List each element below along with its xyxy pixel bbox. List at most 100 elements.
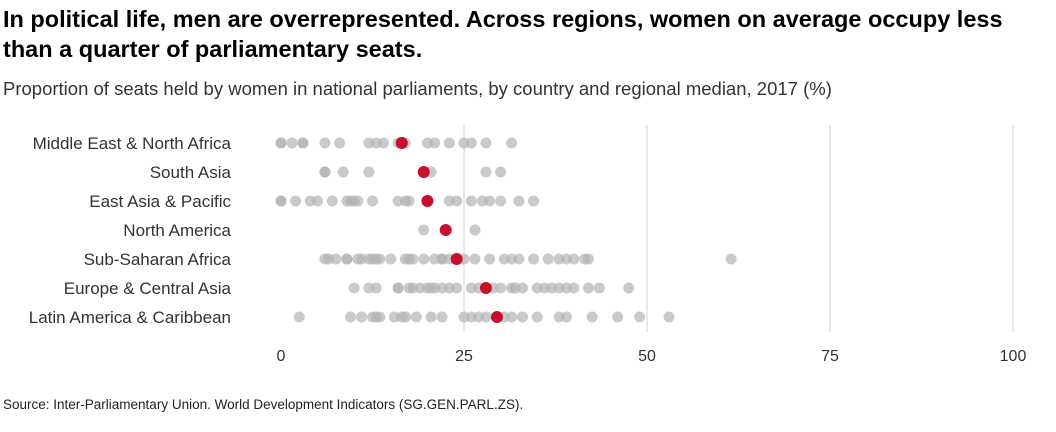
country-dot (469, 253, 481, 265)
country-dot (451, 282, 463, 294)
country-dot (528, 195, 540, 207)
country-dot (370, 282, 382, 294)
category-labels: Middle East & North Africa South Asia East… (29, 134, 232, 327)
x-tick-label: 50 (638, 348, 656, 365)
country-dot (517, 311, 529, 323)
country-dot (513, 195, 525, 207)
country-dot (568, 253, 580, 265)
country-dot (484, 253, 496, 265)
median-dot (417, 166, 430, 178)
country-dot (623, 282, 635, 294)
median-dots (395, 137, 503, 323)
country-dot (465, 137, 477, 149)
country-dot (374, 253, 386, 265)
category-label: North America (123, 221, 231, 240)
country-dot (663, 311, 675, 323)
country-dot (418, 224, 430, 236)
category-label: East Asia & Pacific (89, 192, 231, 211)
country-dot (334, 137, 346, 149)
median-dot (490, 311, 503, 323)
country-dot (542, 253, 554, 265)
country-dot (326, 195, 338, 207)
country-dot (480, 166, 492, 178)
country-dot (341, 253, 353, 265)
chart-subtitle: Proportion of seats held by women in nat… (3, 78, 832, 99)
country-dot (425, 311, 437, 323)
chart-title: In political life, men are overrepresent… (3, 6, 1003, 62)
country-dot (568, 282, 580, 294)
country-dot (586, 311, 598, 323)
country-dot (443, 137, 455, 149)
country-dot (560, 311, 572, 323)
country-dot (363, 166, 375, 178)
category-label: Latin America & Caribbean (29, 308, 231, 327)
country-dot (407, 253, 419, 265)
country-dot (356, 311, 368, 323)
country-dot (275, 137, 287, 149)
median-dot (450, 253, 463, 265)
country-dot (429, 137, 441, 149)
country-dot (495, 282, 507, 294)
country-dot (348, 282, 360, 294)
country-dots (275, 137, 737, 323)
country-dot (495, 195, 507, 207)
country-dot (495, 166, 507, 178)
country-dot (582, 253, 594, 265)
median-dot (479, 282, 492, 294)
country-dot (392, 282, 404, 294)
country-dot (312, 195, 324, 207)
country-dot (725, 253, 737, 265)
median-dot (421, 195, 434, 207)
category-label: Middle East & North Africa (33, 134, 232, 153)
country-dot (374, 311, 386, 323)
country-dot (506, 311, 518, 323)
country-dot (367, 195, 378, 207)
country-dot (517, 282, 529, 294)
country-dot (528, 253, 540, 265)
country-dot (513, 253, 525, 265)
country-dot (345, 311, 357, 323)
category-label: Europe & Central Asia (64, 279, 232, 298)
median-dot (439, 224, 452, 236)
country-dot (290, 195, 302, 207)
country-dot (436, 311, 448, 323)
country-dot (330, 253, 342, 265)
country-dot (593, 282, 605, 294)
country-dot (612, 311, 624, 323)
country-dot (451, 195, 463, 207)
country-dot (480, 137, 492, 149)
country-dot (634, 311, 646, 323)
country-dot (385, 253, 397, 265)
country-dot (403, 195, 415, 207)
dot-plot: Middle East & North Africa South Asia East… (29, 125, 1027, 365)
x-tick-labels: 0 25 50 75 100 (277, 348, 1027, 365)
country-dot (377, 137, 389, 149)
x-tick-label: 0 (277, 348, 286, 365)
country-dot (531, 311, 543, 323)
median-dot (395, 137, 408, 149)
country-dot (293, 311, 305, 323)
category-label: Sub-Saharan Africa (84, 250, 232, 269)
country-dot (297, 137, 309, 149)
gridlines (463, 125, 1014, 332)
x-tick-label: 100 (1000, 348, 1027, 365)
category-label: South Asia (150, 163, 232, 182)
country-dot (469, 224, 481, 236)
country-dot (337, 166, 349, 178)
country-dot (319, 166, 331, 178)
country-dot (465, 195, 477, 207)
country-dot (275, 195, 287, 207)
country-dot (484, 195, 496, 207)
country-dot (410, 311, 422, 323)
country-dot (480, 311, 492, 323)
source-note: Source: Inter-Parliamentary Union. World… (3, 397, 524, 412)
country-dot (582, 282, 594, 294)
country-dot (319, 137, 331, 149)
country-dot (352, 195, 364, 207)
country-dot (418, 253, 430, 265)
country-dot (506, 137, 518, 149)
x-tick-label: 25 (455, 348, 473, 365)
country-dot (399, 311, 411, 323)
country-dot (286, 137, 298, 149)
x-tick-label: 75 (821, 348, 839, 365)
